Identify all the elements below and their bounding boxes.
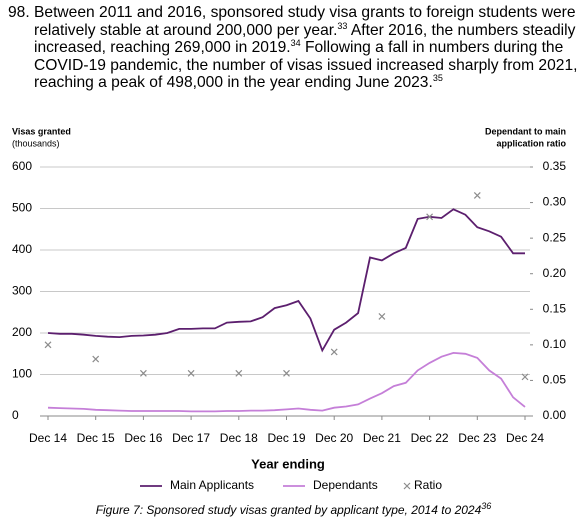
ratio-marker bbox=[521, 373, 529, 381]
y2-tick-label: 0.25 bbox=[543, 230, 567, 244]
ratio-marker bbox=[283, 369, 290, 377]
y2-axis-label: Dependant to main bbox=[485, 126, 566, 136]
x-axis-title: Year ending bbox=[251, 456, 325, 471]
ratio-marker bbox=[330, 348, 338, 356]
y2-tick-label: 0.00 bbox=[543, 408, 567, 422]
series-line bbox=[47, 351, 526, 413]
caption-text: Figure 7: Sponsored study visas granted … bbox=[95, 503, 482, 517]
x-tick-label: Dec 21 bbox=[363, 431, 401, 445]
ratio-marker bbox=[187, 369, 195, 377]
paragraph: 98. Between 2011 and 2016, sponsored stud… bbox=[8, 4, 580, 92]
text: Following a fall in numbers during the C… bbox=[34, 39, 578, 91]
x-tick-label: Dec 22 bbox=[411, 431, 449, 445]
ratio-marker bbox=[139, 369, 147, 377]
y-tick-label: 0 bbox=[12, 408, 19, 422]
y-tick-label: 300 bbox=[12, 284, 32, 298]
legend-label: Ratio bbox=[414, 478, 442, 492]
y-tick-label: 100 bbox=[12, 367, 32, 381]
y2-tick-label: 0.15 bbox=[543, 301, 567, 315]
x-tick-label: Dec 20 bbox=[315, 431, 353, 445]
chart: Visas granted (thousands) Dependant to m… bbox=[12, 126, 567, 492]
y-tick-label: 200 bbox=[12, 325, 32, 339]
x-tick-label: Dec 18 bbox=[220, 431, 258, 445]
ratio-marker bbox=[44, 341, 52, 349]
x-tick-label: Dec 14 bbox=[29, 431, 67, 445]
x-tick-label: Dec 19 bbox=[267, 431, 305, 445]
x-tick-label: Dec 16 bbox=[124, 431, 162, 445]
x-tick-label: Dec 23 bbox=[458, 431, 496, 445]
ratio-marker bbox=[473, 192, 481, 199]
legend-symbol bbox=[403, 482, 411, 490]
y2-tick-label: 0.20 bbox=[543, 266, 567, 280]
y-tick-label: 500 bbox=[12, 201, 32, 215]
y-tick-label: 400 bbox=[12, 242, 32, 256]
legend-label: Main Applicants bbox=[170, 478, 254, 492]
text: Between 2011 and 2016, sponsored study v… bbox=[34, 4, 576, 39]
y2-tick-label: 0.35 bbox=[543, 159, 567, 173]
y2-tick-label: 0.05 bbox=[543, 373, 567, 387]
ratio-marker bbox=[378, 312, 386, 320]
ratio-marker bbox=[426, 213, 434, 221]
series-line bbox=[47, 208, 525, 353]
x-tick-label: Dec 17 bbox=[172, 431, 210, 445]
x-tick-label: Dec 24 bbox=[506, 431, 544, 445]
y2-tick-label: 0.10 bbox=[543, 337, 567, 351]
y2-tick-label: 0.30 bbox=[543, 195, 567, 209]
x-tick-label: Dec 15 bbox=[77, 431, 115, 445]
footnote-ref: 33 bbox=[337, 20, 348, 31]
y-axis-label: Visas granted bbox=[12, 126, 71, 136]
y-axis-label: (thousands) bbox=[12, 138, 60, 148]
y2-axis-label: application ratio bbox=[496, 138, 566, 148]
y-tick-label: 600 bbox=[12, 159, 32, 173]
caption: Figure 7: Sponsored study visas granted … bbox=[0, 501, 587, 518]
footnote-ref: 34 bbox=[290, 37, 301, 48]
text: After 2016, the numbers steadily increas… bbox=[34, 21, 576, 57]
ratio-marker bbox=[92, 355, 100, 363]
footnote-ref: 35 bbox=[432, 72, 443, 83]
legend-label: Dependants bbox=[313, 478, 378, 492]
paragraph-number: 98. bbox=[8, 4, 30, 21]
ratio-marker bbox=[235, 369, 243, 377]
footnote-ref: 36 bbox=[481, 501, 492, 511]
